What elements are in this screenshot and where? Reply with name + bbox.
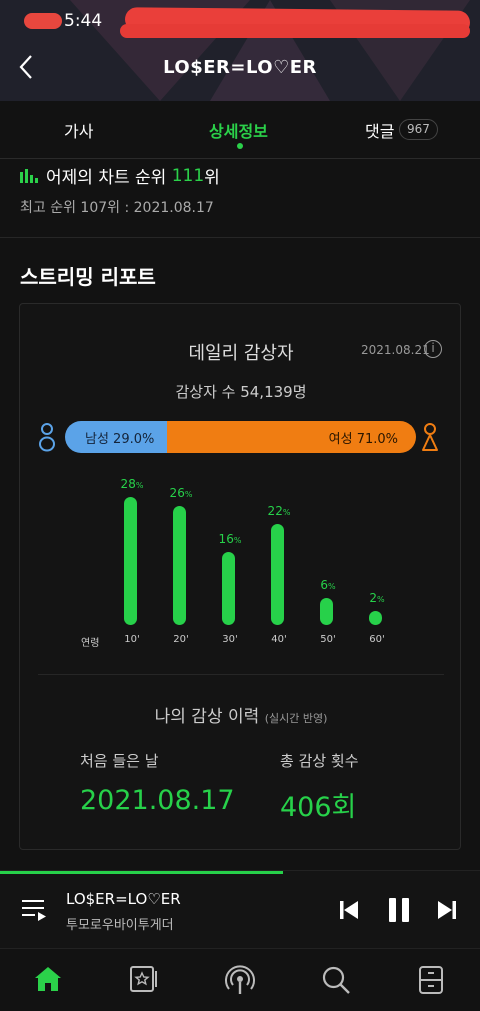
music-library-icon[interactable] bbox=[129, 965, 159, 993]
male-person-icon bbox=[39, 423, 55, 452]
playlist-icon[interactable] bbox=[20, 898, 48, 922]
age-bar bbox=[320, 598, 333, 625]
mini-player[interactable]: LO$ER=LO♡ER 투모로우바이투게더 bbox=[0, 870, 480, 948]
age-category-label: 30' bbox=[222, 634, 238, 645]
active-tab-indicator bbox=[237, 143, 243, 149]
info-icon[interactable]: i bbox=[424, 340, 442, 358]
age-axis-label: 연령 bbox=[81, 638, 100, 649]
home-icon[interactable] bbox=[33, 965, 63, 993]
age-bar-value: 2% bbox=[369, 591, 385, 605]
daily-listeners-title: 데일리 감상자 bbox=[188, 343, 294, 364]
status-bar: 5:44 bbox=[0, 0, 480, 38]
total-plays-value: 406회 bbox=[280, 792, 357, 823]
male-segment: 남성 29.0% bbox=[65, 421, 167, 453]
female-person-icon bbox=[422, 423, 438, 451]
daily-date: 2021.08.21 bbox=[361, 343, 430, 357]
total-plays-label: 총 감상 횟수 bbox=[280, 752, 359, 770]
female-segment: 여성 71.0% bbox=[167, 421, 416, 453]
player-track-title[interactable]: LO$ER=LO♡ER bbox=[66, 890, 181, 908]
age-category-label: 10' bbox=[124, 634, 140, 645]
age-bar bbox=[271, 524, 284, 625]
listening-history-title: 나의 감상 이력 (실시간 반영) bbox=[20, 702, 462, 727]
previous-track-icon[interactable] bbox=[338, 899, 360, 921]
chart-rank: 어제의 차트 순위 111 위 bbox=[20, 163, 220, 188]
storage-icon[interactable] bbox=[418, 965, 444, 995]
playback-progress[interactable] bbox=[0, 871, 283, 874]
status-time: 5:44 bbox=[64, 11, 103, 31]
back-button[interactable] bbox=[18, 52, 44, 82]
gender-ratio-bar: 남성 29.0% 여성 71.0% bbox=[65, 421, 416, 453]
next-track-icon[interactable] bbox=[436, 899, 458, 921]
chart-rank-value: 111 bbox=[171, 165, 205, 186]
age-bar bbox=[369, 611, 382, 625]
tab-comments[interactable]: 댓글 bbox=[365, 122, 395, 141]
podcast-icon[interactable] bbox=[224, 965, 256, 995]
listener-count: 감상자 수 54,139명 bbox=[175, 383, 307, 401]
divider bbox=[0, 237, 480, 238]
age-category-label: 20' bbox=[173, 634, 189, 645]
best-rank: 최고 순위 107위 : 2021.08.17 bbox=[20, 200, 214, 216]
comment-count-badge: 967 bbox=[399, 119, 438, 140]
age-bar-value: 6% bbox=[320, 578, 336, 592]
divider bbox=[38, 674, 444, 675]
chevron-left-icon bbox=[19, 55, 32, 79]
age-distribution-chart: 연령 28% 10' 26% 20' 16% 30' 22% 40' 6% 50' 2% 60' bbox=[20, 469, 462, 654]
search-icon[interactable] bbox=[321, 965, 351, 995]
redaction-mark bbox=[24, 13, 62, 29]
tab-bar: 가사 상세정보 댓글 967 bbox=[0, 101, 480, 159]
age-bar-value: 16% bbox=[218, 532, 242, 546]
age-bar bbox=[222, 552, 235, 625]
page-title: LO$ER=LO♡ER bbox=[163, 57, 317, 78]
age-bar-value: 22% bbox=[267, 504, 291, 518]
age-bar-value: 26% bbox=[169, 486, 193, 500]
age-category-label: 40' bbox=[271, 634, 287, 645]
tab-details[interactable]: 상세정보 bbox=[209, 122, 268, 141]
section-title: 스트리밍 리포트 bbox=[20, 265, 156, 289]
age-bar bbox=[173, 506, 186, 625]
pause-icon[interactable] bbox=[387, 897, 411, 923]
chart-rank-label: 어제의 차트 순위 bbox=[46, 168, 172, 188]
realtime-note: (실시간 반영) bbox=[264, 712, 328, 725]
age-bar bbox=[124, 497, 137, 625]
player-artist[interactable]: 투모로우바이투게더 bbox=[66, 918, 174, 933]
age-bar-value: 28% bbox=[120, 477, 144, 491]
bottom-navigation bbox=[0, 948, 480, 1011]
first-listen-label: 처음 들은 날 bbox=[80, 752, 159, 770]
age-category-label: 60' bbox=[369, 634, 385, 645]
chart-bars-icon bbox=[20, 168, 38, 183]
chart-rank-suffix: 위 bbox=[204, 168, 220, 188]
streaming-report-card: 데일리 감상자 2021.08.21 i 감상자 수 54,139명 남성 29… bbox=[19, 303, 461, 850]
tab-lyrics[interactable]: 가사 bbox=[64, 122, 94, 141]
redaction-mark bbox=[120, 24, 470, 38]
listening-history-heading: 나의 감상 이력 bbox=[154, 707, 260, 727]
age-category-label: 50' bbox=[320, 634, 336, 645]
first-listen-value: 2021.08.17 bbox=[80, 785, 235, 816]
